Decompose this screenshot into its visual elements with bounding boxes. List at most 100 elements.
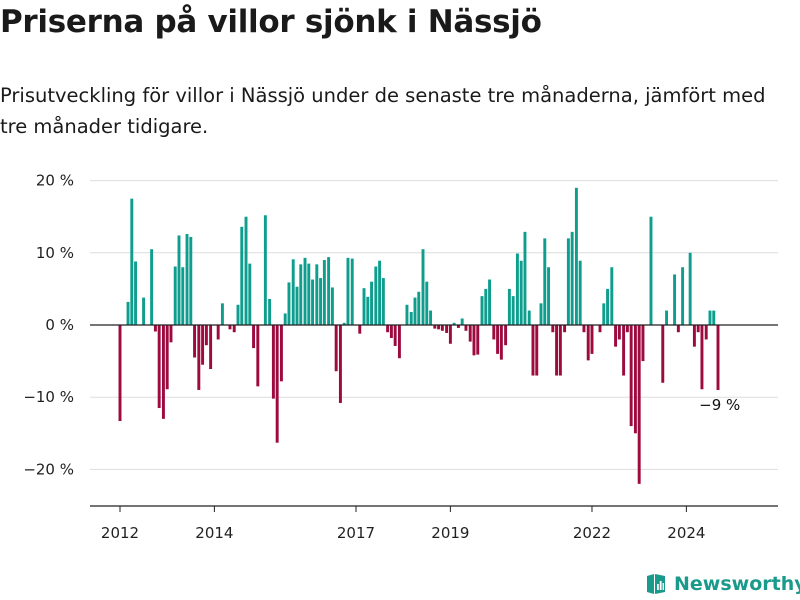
bar [700, 325, 704, 390]
bar [617, 325, 621, 340]
bar [452, 322, 456, 325]
bar [480, 296, 484, 325]
newsworthy-logo-icon [647, 574, 665, 594]
bar [236, 304, 240, 325]
bar [476, 325, 480, 355]
bar [578, 260, 582, 325]
x-tick-label: 2014 [195, 524, 233, 542]
newsworthy-logo-text: Newsworthy [674, 573, 800, 595]
bar [275, 325, 279, 443]
bar [342, 322, 346, 325]
bar [315, 264, 319, 325]
bar [547, 267, 551, 325]
bar [622, 325, 626, 376]
bar [161, 325, 165, 419]
bar [256, 325, 260, 387]
bar [692, 325, 696, 347]
bar [539, 303, 543, 325]
bar [362, 288, 366, 325]
bar [378, 260, 382, 325]
bar [504, 325, 508, 346]
bar [150, 249, 154, 325]
bar [374, 266, 378, 325]
gridlines [90, 180, 778, 470]
last-value-annotation: −9 % [699, 396, 740, 414]
x-tick-label: 2022 [573, 524, 611, 542]
x-tick-label: 2012 [101, 524, 139, 542]
bar [252, 325, 256, 349]
bar [346, 257, 350, 325]
y-tick-label: 0 % [45, 316, 74, 334]
bar [688, 252, 692, 325]
bar [201, 325, 205, 365]
chart-title: Priserna på villor sjönk i Nässjö [0, 4, 542, 40]
bar [350, 258, 354, 325]
bar [271, 325, 275, 399]
bar [177, 235, 181, 325]
x-axis-labels: 2012 2014 2017 2019 2022 2024 [101, 506, 705, 542]
bar [393, 325, 397, 346]
bar [445, 325, 449, 333]
bar [118, 325, 122, 422]
bar [515, 253, 519, 325]
bar [708, 310, 712, 325]
bar [397, 325, 401, 359]
bar [586, 325, 590, 361]
bar [169, 325, 173, 343]
bar [649, 216, 653, 325]
bar [598, 325, 602, 333]
bar [358, 325, 362, 334]
bar [417, 291, 421, 325]
bar [492, 325, 496, 340]
bar [421, 249, 425, 325]
bar [330, 287, 334, 325]
price-change-bar-chart: 20 %10 %0 %−10 %−20 % 2012 2014 2017 2019 20… [23, 172, 778, 542]
x-tick-label: 2024 [667, 524, 705, 542]
bar [673, 274, 677, 325]
bar [319, 278, 323, 325]
bar [437, 325, 441, 330]
bar [216, 325, 220, 340]
bar [287, 282, 291, 325]
chart-subtitle: Prisutveckling för villor i Nässjö under… [0, 84, 766, 138]
bar [602, 303, 606, 325]
bar [629, 325, 633, 427]
bar [448, 325, 452, 344]
bar [440, 325, 444, 331]
bar [496, 325, 500, 354]
bar [531, 325, 535, 376]
bar [381, 278, 385, 325]
bar [472, 325, 476, 356]
bar [279, 325, 283, 382]
x-tick-label: 2019 [431, 524, 469, 542]
bar [130, 198, 134, 325]
annotations: −9 % [699, 396, 740, 414]
y-tick-label: −20 % [23, 460, 74, 478]
bar [507, 288, 511, 325]
bar [299, 264, 303, 325]
bar [499, 325, 503, 360]
bar [527, 310, 531, 325]
bar [240, 226, 244, 325]
bar [322, 260, 326, 325]
bar [366, 296, 370, 325]
bar [610, 267, 614, 325]
bar [566, 238, 570, 325]
bar [563, 325, 567, 333]
bar [157, 325, 161, 409]
bar [327, 257, 331, 325]
bar [637, 325, 641, 484]
bar [248, 263, 252, 325]
bar [370, 281, 374, 325]
bar [464, 325, 468, 331]
bar [303, 257, 307, 325]
bar [460, 318, 464, 325]
bar [204, 325, 208, 346]
bar [334, 325, 338, 372]
bar [641, 325, 645, 362]
bar [338, 325, 342, 403]
bar [268, 299, 272, 325]
bar [523, 231, 527, 325]
bar [405, 304, 409, 325]
bar [263, 215, 267, 325]
